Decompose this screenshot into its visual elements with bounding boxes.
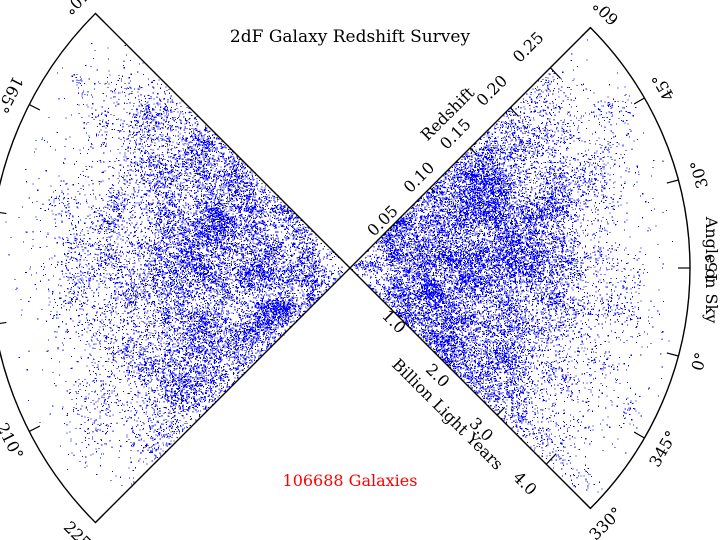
galaxy-count-annotation: 106688 Galaxies [283,471,418,490]
right-angle-tick-label: 45° [648,70,679,104]
right-angle-tick [666,352,679,357]
right-angle-tick-label: 15° [702,254,720,282]
right-angle-tick-label: 0° [688,350,711,372]
right-angle-tick [633,97,645,105]
left-angle-tick [95,13,105,23]
distance-tick [496,406,506,416]
right-angle-tick-label: 345° [645,427,681,470]
distance-tick [398,314,403,318]
right-angle-tick [666,179,679,184]
galaxy-scatter [5,39,673,493]
left-angle-tick [28,425,41,432]
right-angle-tick [581,27,591,37]
redshift-tick [549,67,561,79]
right-angle-tick-label: 30° [686,158,712,190]
redshift-tick [429,187,435,193]
redshift-tick [509,107,519,117]
angle-axis-label: Angle on Sky [702,216,720,324]
distance-tick-label: 4.0 [509,468,540,499]
tick-marks [0,13,690,523]
distance-tick [545,453,557,465]
right-angle-tick-label: 60° [589,0,622,29]
right-angle-tick [633,431,645,439]
redshift-tick [469,147,477,155]
redshift-tick [389,227,393,231]
left-angle-tick [0,321,7,325]
left-angle-tick [0,211,7,215]
left-angle-tick [28,104,41,111]
left-angle-tick [95,513,105,523]
left-angle-tick-label: 150° [60,0,101,19]
galaxy-points [5,39,673,493]
right-angle-tick-label: 330° [585,503,626,540]
left-angle-tick-label: 165° [0,73,27,116]
chart-title: 2dF Galaxy Redshift Survey [230,27,471,47]
left-wedge-outline [0,12,351,524]
right-angle-tick [581,499,591,509]
redshift-tick-label: 0.20 [472,71,511,110]
distance-tick [447,360,454,367]
left-angle-tick-label: 210° [0,420,27,463]
redshift-tick-label: 0.25 [509,28,548,67]
